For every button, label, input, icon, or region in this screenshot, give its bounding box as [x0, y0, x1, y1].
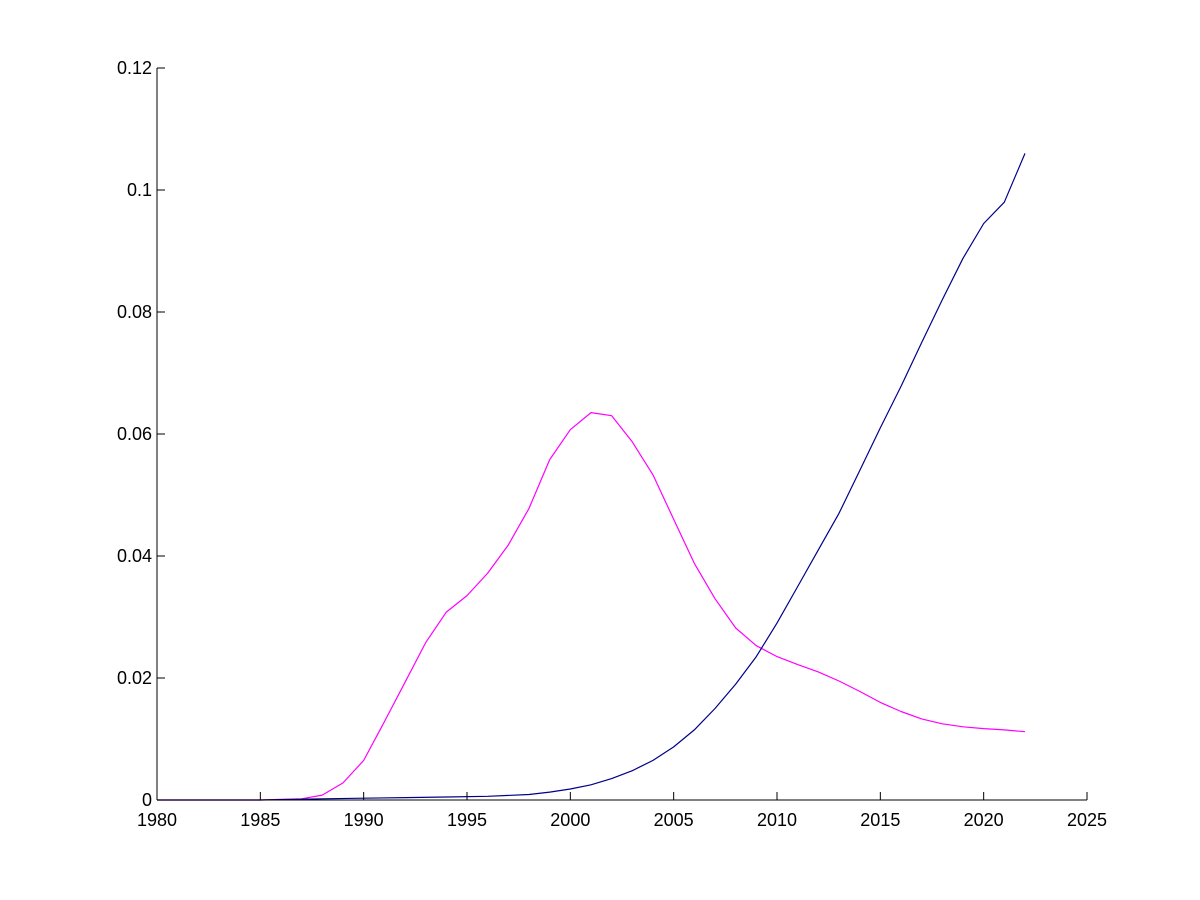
- series-line-1: [157, 412, 1026, 801]
- x-tick-label: 1990: [344, 810, 384, 830]
- y-tick-label: 0.12: [117, 58, 152, 78]
- x-tick-label: 2005: [654, 810, 694, 830]
- x-tick-label: 1995: [447, 810, 487, 830]
- x-tick-label: 1985: [240, 810, 280, 830]
- y-tick-label: 0: [142, 790, 152, 810]
- axes: 1980 1985 1990 1995 2000 2005 2010 2015 2020 2025…: [117, 58, 1107, 830]
- x-tick-label: 2020: [964, 810, 1004, 830]
- x-tick-label: 2000: [550, 810, 590, 830]
- x-tick-label: 2015: [860, 810, 900, 830]
- x-tick-label: 2010: [757, 810, 797, 830]
- y-tick-label: 0.08: [117, 302, 152, 322]
- series-layer: [157, 153, 1026, 801]
- y-tick-label: 0.06: [117, 424, 152, 444]
- series-line-2: [157, 153, 1026, 801]
- x-tick-label: 1980: [137, 810, 177, 830]
- y-tick-label: 0.02: [117, 668, 152, 688]
- y-tick-label: 0.04: [117, 546, 152, 566]
- y-tick-label: 0.1: [127, 180, 152, 200]
- x-tick-label: 2025: [1067, 810, 1107, 830]
